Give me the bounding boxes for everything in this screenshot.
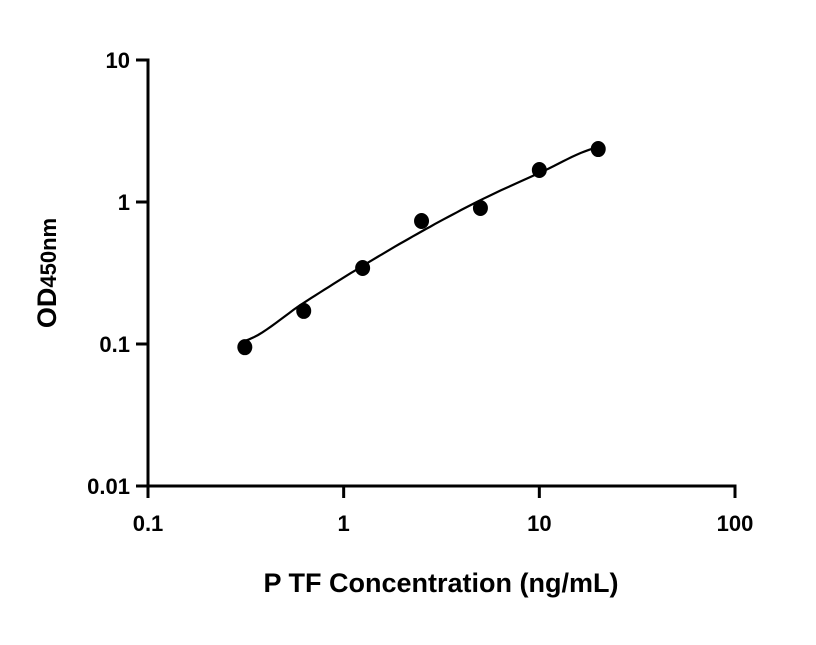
data-point — [590, 141, 606, 158]
y-axis-label-main: OD — [32, 288, 62, 329]
x-axis-label: P TF Concentration (ng/mL) — [264, 568, 619, 598]
y-tick-label: 0.1 — [99, 332, 130, 357]
x-tick-label: 100 — [717, 511, 754, 536]
y-axis-label-sub: 450nm — [36, 218, 61, 288]
y-axis-label: OD450nm — [32, 218, 62, 328]
x-tick-label: 10 — [527, 511, 551, 536]
data-point — [237, 339, 253, 356]
data-point — [531, 162, 547, 179]
y-tick-label: 10 — [106, 48, 130, 73]
y-tick-label: 1 — [118, 190, 130, 215]
y-tick-label: 0.01 — [87, 474, 130, 499]
data-points — [237, 141, 606, 356]
data-point — [296, 302, 312, 319]
data-point — [414, 212, 430, 229]
data-point — [472, 200, 488, 217]
x-tick-label: 0.1 — [133, 511, 164, 536]
x-tick-label: 1 — [338, 511, 350, 536]
data-point — [355, 259, 371, 276]
